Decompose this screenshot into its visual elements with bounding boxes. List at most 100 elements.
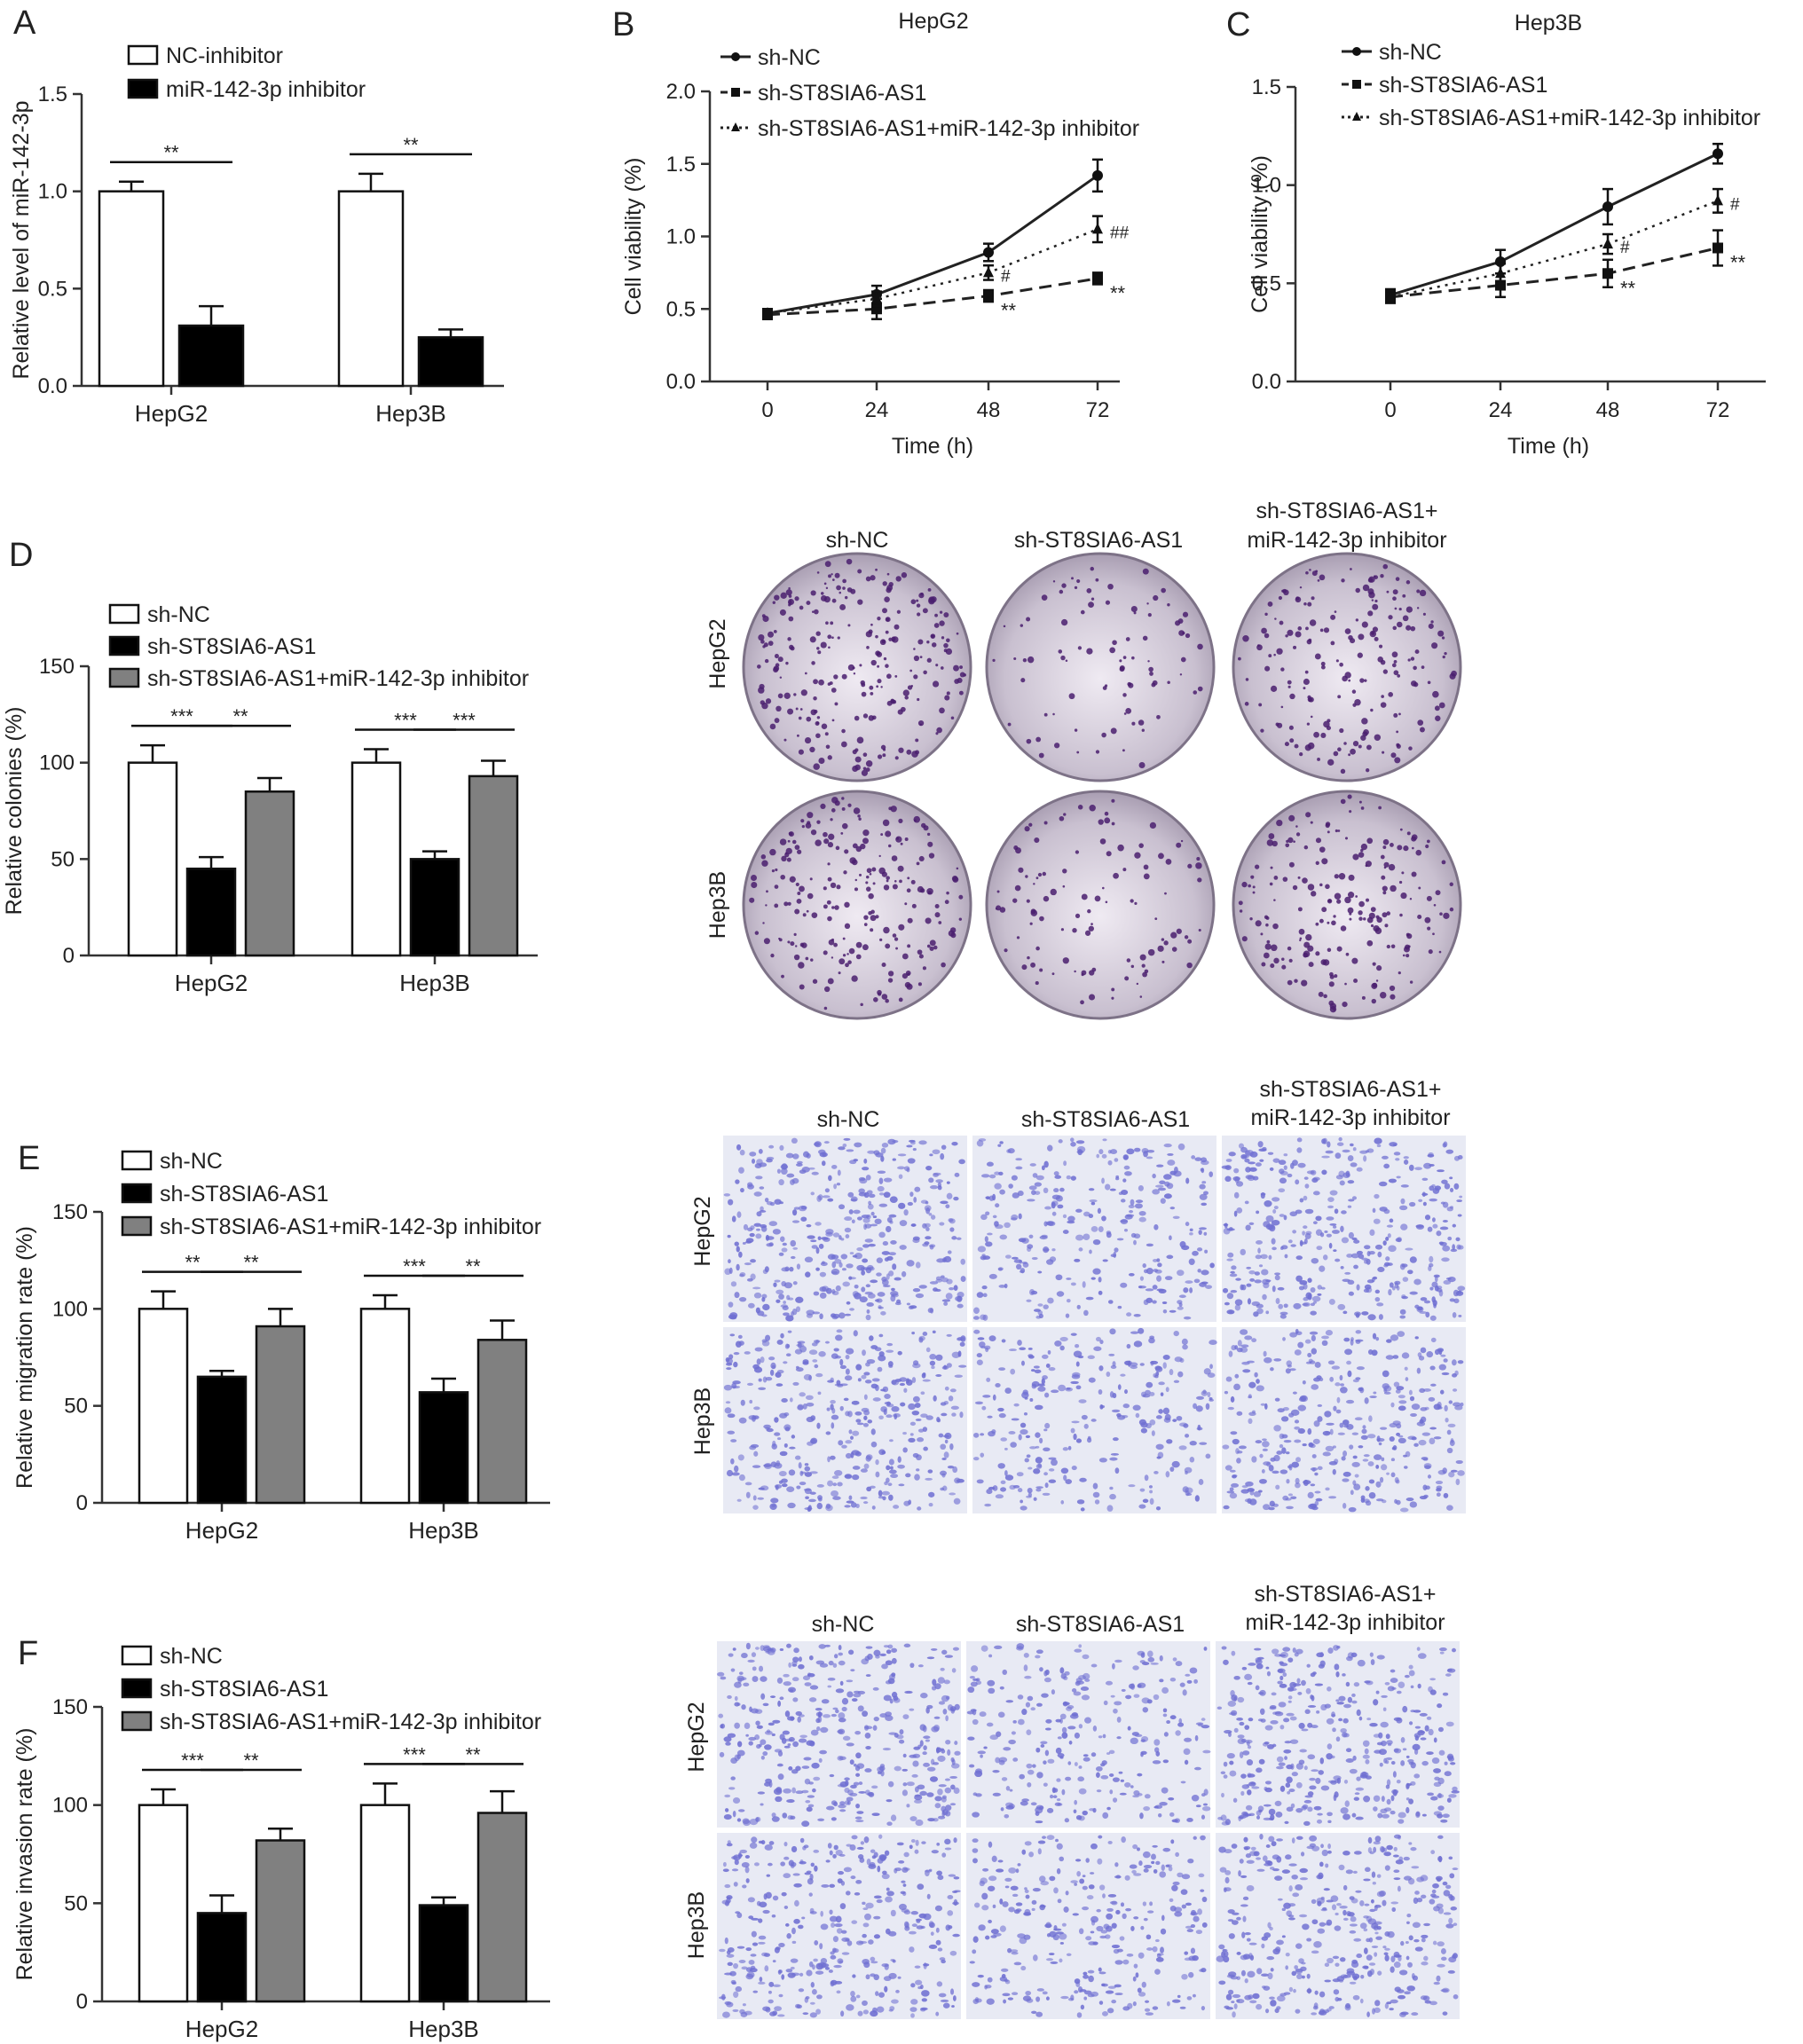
stained-cell bbox=[1035, 1820, 1043, 1824]
colony-dot bbox=[781, 855, 787, 862]
stained-cell bbox=[1264, 1356, 1272, 1364]
stained-cell bbox=[943, 1451, 949, 1458]
stained-cell bbox=[1152, 1189, 1161, 1195]
colony-dot bbox=[1317, 579, 1320, 582]
stained-cell bbox=[1311, 1467, 1316, 1473]
stained-cell bbox=[1199, 1193, 1208, 1200]
colony-dot bbox=[866, 646, 870, 649]
stained-cell bbox=[831, 1289, 836, 1294]
significance-annotation: # bbox=[1001, 267, 1011, 286]
stained-cell bbox=[856, 1763, 865, 1769]
colony-dot bbox=[799, 605, 804, 610]
stained-cell bbox=[1019, 1270, 1025, 1273]
invasion-row-label-hep3b: Hep3B bbox=[684, 1891, 709, 1959]
stained-cell bbox=[1083, 1233, 1090, 1240]
stained-cell bbox=[1185, 1673, 1191, 1677]
stained-cell bbox=[1287, 1173, 1293, 1178]
stained-cell bbox=[1004, 1254, 1012, 1259]
stained-cell bbox=[1317, 1285, 1322, 1290]
stained-cell bbox=[1426, 1751, 1434, 1756]
stained-cell bbox=[1248, 1663, 1256, 1666]
colony-dot bbox=[1319, 628, 1324, 633]
stained-cell bbox=[768, 1999, 774, 2004]
stained-cell bbox=[1438, 1749, 1445, 1756]
invasion-col-label-combo-line2: miR-142-3p inhibitor bbox=[1245, 1610, 1445, 1635]
colony-dot bbox=[1431, 642, 1438, 649]
stained-cell bbox=[1302, 1443, 1307, 1447]
colony-dot bbox=[1400, 892, 1407, 900]
colony-dot bbox=[1197, 686, 1203, 692]
stained-cell bbox=[1317, 1466, 1323, 1471]
stained-cell bbox=[1234, 1345, 1239, 1350]
colony-col-label-sh-as1: sh-ST8SIA6-AS1 bbox=[1014, 528, 1183, 553]
colony-dot bbox=[1161, 938, 1165, 941]
stained-cell bbox=[1449, 1188, 1454, 1192]
stained-cell bbox=[1336, 1142, 1344, 1146]
stained-cell bbox=[1138, 1184, 1144, 1191]
stained-cell bbox=[888, 1364, 894, 1368]
colony-dot bbox=[1117, 844, 1124, 852]
stained-cell bbox=[765, 1427, 770, 1430]
colony-dot bbox=[1264, 665, 1271, 672]
stained-cell bbox=[1257, 1141, 1264, 1148]
stained-cell bbox=[1401, 1263, 1408, 1268]
stained-cell bbox=[832, 1853, 837, 1859]
stained-cell bbox=[881, 1490, 890, 1496]
stained-cell bbox=[988, 1335, 996, 1342]
stained-cell bbox=[1172, 1657, 1177, 1662]
stained-cell bbox=[926, 1766, 936, 1772]
stained-cell bbox=[1035, 1488, 1042, 1492]
colony-dot bbox=[809, 636, 816, 643]
colony-dot bbox=[1273, 653, 1276, 656]
stained-cell bbox=[1232, 1474, 1237, 1479]
stained-cell bbox=[1008, 1431, 1016, 1435]
stained-cell bbox=[1278, 1188, 1286, 1193]
stained-cell bbox=[839, 1358, 844, 1366]
stained-cell bbox=[930, 1931, 934, 1936]
transwell-field bbox=[717, 1641, 961, 1828]
colony-dot bbox=[1370, 907, 1376, 912]
stained-cell bbox=[795, 1306, 800, 1312]
stained-cell bbox=[1437, 1805, 1445, 1811]
colony-dot bbox=[1375, 979, 1379, 982]
stained-cell bbox=[1001, 1339, 1006, 1343]
stained-cell bbox=[790, 1255, 796, 1260]
stained-cell bbox=[1333, 1775, 1342, 1781]
colony-dot bbox=[1264, 943, 1272, 950]
colony-dot bbox=[1193, 690, 1198, 695]
stained-cell bbox=[1458, 1314, 1462, 1317]
stained-cell bbox=[821, 1160, 826, 1167]
migration-col-label-sh-nc: sh-NC bbox=[817, 1107, 880, 1132]
stained-cell bbox=[970, 1681, 978, 1687]
stained-cell bbox=[910, 1223, 916, 1227]
stained-cell bbox=[776, 1437, 782, 1441]
colony-dot bbox=[771, 869, 776, 873]
stained-cell bbox=[831, 1422, 835, 1429]
colony-dot bbox=[1371, 599, 1374, 601]
stained-cell bbox=[736, 1263, 740, 1271]
colony-dot bbox=[1437, 630, 1445, 637]
stained-cell bbox=[1079, 1477, 1087, 1482]
stained-cell bbox=[1415, 1811, 1421, 1817]
stained-cell bbox=[1016, 1472, 1024, 1477]
colony-dot bbox=[1198, 928, 1201, 932]
stained-cell bbox=[1053, 1188, 1059, 1193]
colony-dot bbox=[787, 901, 791, 906]
stained-cell bbox=[1142, 1498, 1149, 1504]
colony-dot bbox=[1134, 901, 1138, 905]
stained-cell bbox=[976, 1139, 984, 1147]
stained-cell bbox=[972, 1457, 980, 1461]
stained-cell bbox=[843, 1137, 851, 1141]
stained-cell bbox=[759, 1901, 768, 1908]
stained-cell bbox=[1328, 1298, 1335, 1305]
stained-cell bbox=[761, 1340, 770, 1347]
colony-dot bbox=[901, 572, 908, 578]
colony-dot bbox=[779, 676, 783, 679]
stained-cell bbox=[1070, 1137, 1075, 1143]
stained-cell bbox=[1240, 1790, 1245, 1796]
stained-cell bbox=[999, 1234, 1008, 1240]
stained-cell bbox=[1303, 1195, 1308, 1201]
stained-cell bbox=[1090, 1225, 1098, 1232]
stained-cell bbox=[1138, 1682, 1146, 1688]
stained-cell bbox=[1255, 1440, 1263, 1444]
